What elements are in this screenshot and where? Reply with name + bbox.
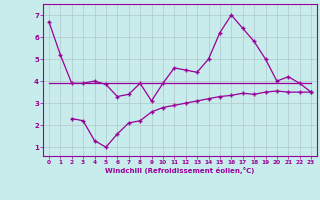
X-axis label: Windchill (Refroidissement éolien,°C): Windchill (Refroidissement éolien,°C) — [105, 167, 255, 174]
